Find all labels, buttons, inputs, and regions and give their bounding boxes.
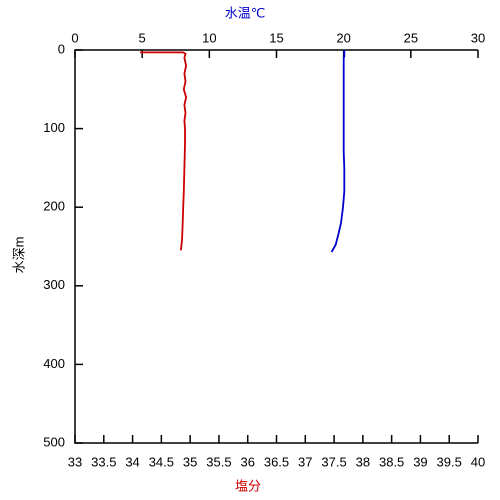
x-tick-label: 37 [298,454,312,469]
x2-tick-label: 0 [71,30,78,45]
axis-frame [74,49,478,444]
x-tick-label: 38.5 [379,454,404,469]
x-tick-label: 39 [413,454,427,469]
x-tick-label: 39.5 [437,454,462,469]
x2-tick-label: 5 [139,30,146,45]
profile-line [140,51,188,251]
x2-tick-label: 10 [202,30,216,45]
x-tick-label: 33.5 [91,454,116,469]
x-tick-label: 35 [183,454,197,469]
profile-line [330,50,346,253]
x2-tick-label: 15 [269,30,283,45]
x-tick-label: 35.5 [206,454,231,469]
y-tick-label: 200 [43,199,65,214]
x-tick-label: 40 [471,454,485,469]
x-tick-label: 37.5 [321,454,346,469]
x2-tick-label: 30 [471,30,485,45]
y-axis-label: 水深m [11,237,26,274]
y-tick-label: 400 [43,356,65,371]
x-tick-label: 33 [68,454,82,469]
x-tick-label: 36 [240,454,254,469]
x-tick-label: 36.5 [264,454,289,469]
x2-tick-label: 25 [404,30,418,45]
x-tick-label: 34 [125,454,139,469]
y-tick-label: 500 [43,434,65,449]
bottom-axis-label: 塩分 [235,478,261,493]
x-tick-label: 34.5 [149,454,174,469]
top-axis-label: 水温℃ [225,5,266,20]
y-tick-label: 300 [43,277,65,292]
y-tick-label: 100 [43,120,65,135]
y-tick-label: 0 [58,41,65,56]
x2-tick-label: 20 [336,30,350,45]
x-tick-label: 38 [356,454,370,469]
